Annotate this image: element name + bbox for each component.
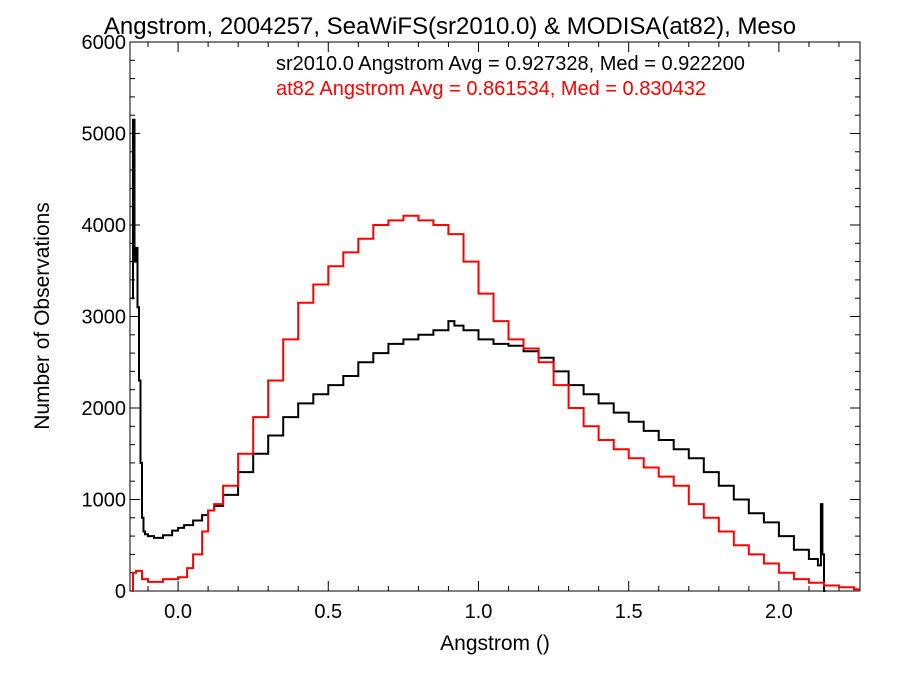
annotation-at82: at82 Angstrom Avg = 0.861534, Med = 0.83… bbox=[276, 78, 706, 100]
y-tick-label: 0 bbox=[115, 581, 126, 603]
series-sr2010-line bbox=[131, 118, 826, 592]
chart-title: Angstrom, 2004257, SeaWiFS(sr2010.0) & M… bbox=[104, 13, 796, 40]
y-axis-label: Number of Observations bbox=[31, 202, 54, 430]
y-tick-label: 3000 bbox=[82, 307, 127, 329]
y-axis-ticks: 0 1000 2000 3000 4000 5000 6000 bbox=[82, 32, 860, 603]
x-tick-label: 0.5 bbox=[314, 601, 342, 623]
x-axis-label: Angstrom () bbox=[440, 632, 550, 655]
x-tick-label: 0.0 bbox=[164, 601, 192, 623]
annotation-sr2010: sr2010.0 Angstrom Avg = 0.927328, Med = … bbox=[276, 53, 745, 75]
y-tick-label: 5000 bbox=[82, 124, 127, 146]
x-tick-label: 1.0 bbox=[465, 601, 493, 623]
x-axis-ticks: 0.0 0.5 1.0 1.5 2.0 bbox=[147, 42, 840, 623]
series-at82-line bbox=[131, 214, 860, 592]
x-tick-label: 2.0 bbox=[765, 601, 793, 623]
y-tick-label: 1000 bbox=[82, 490, 127, 512]
x-tick-label: 1.5 bbox=[615, 601, 643, 623]
y-tick-label: 6000 bbox=[82, 32, 127, 54]
y-tick-label: 2000 bbox=[82, 398, 127, 420]
plot-frame bbox=[129, 41, 861, 592]
y-tick-label: 4000 bbox=[82, 215, 127, 237]
series-layer bbox=[131, 118, 860, 592]
